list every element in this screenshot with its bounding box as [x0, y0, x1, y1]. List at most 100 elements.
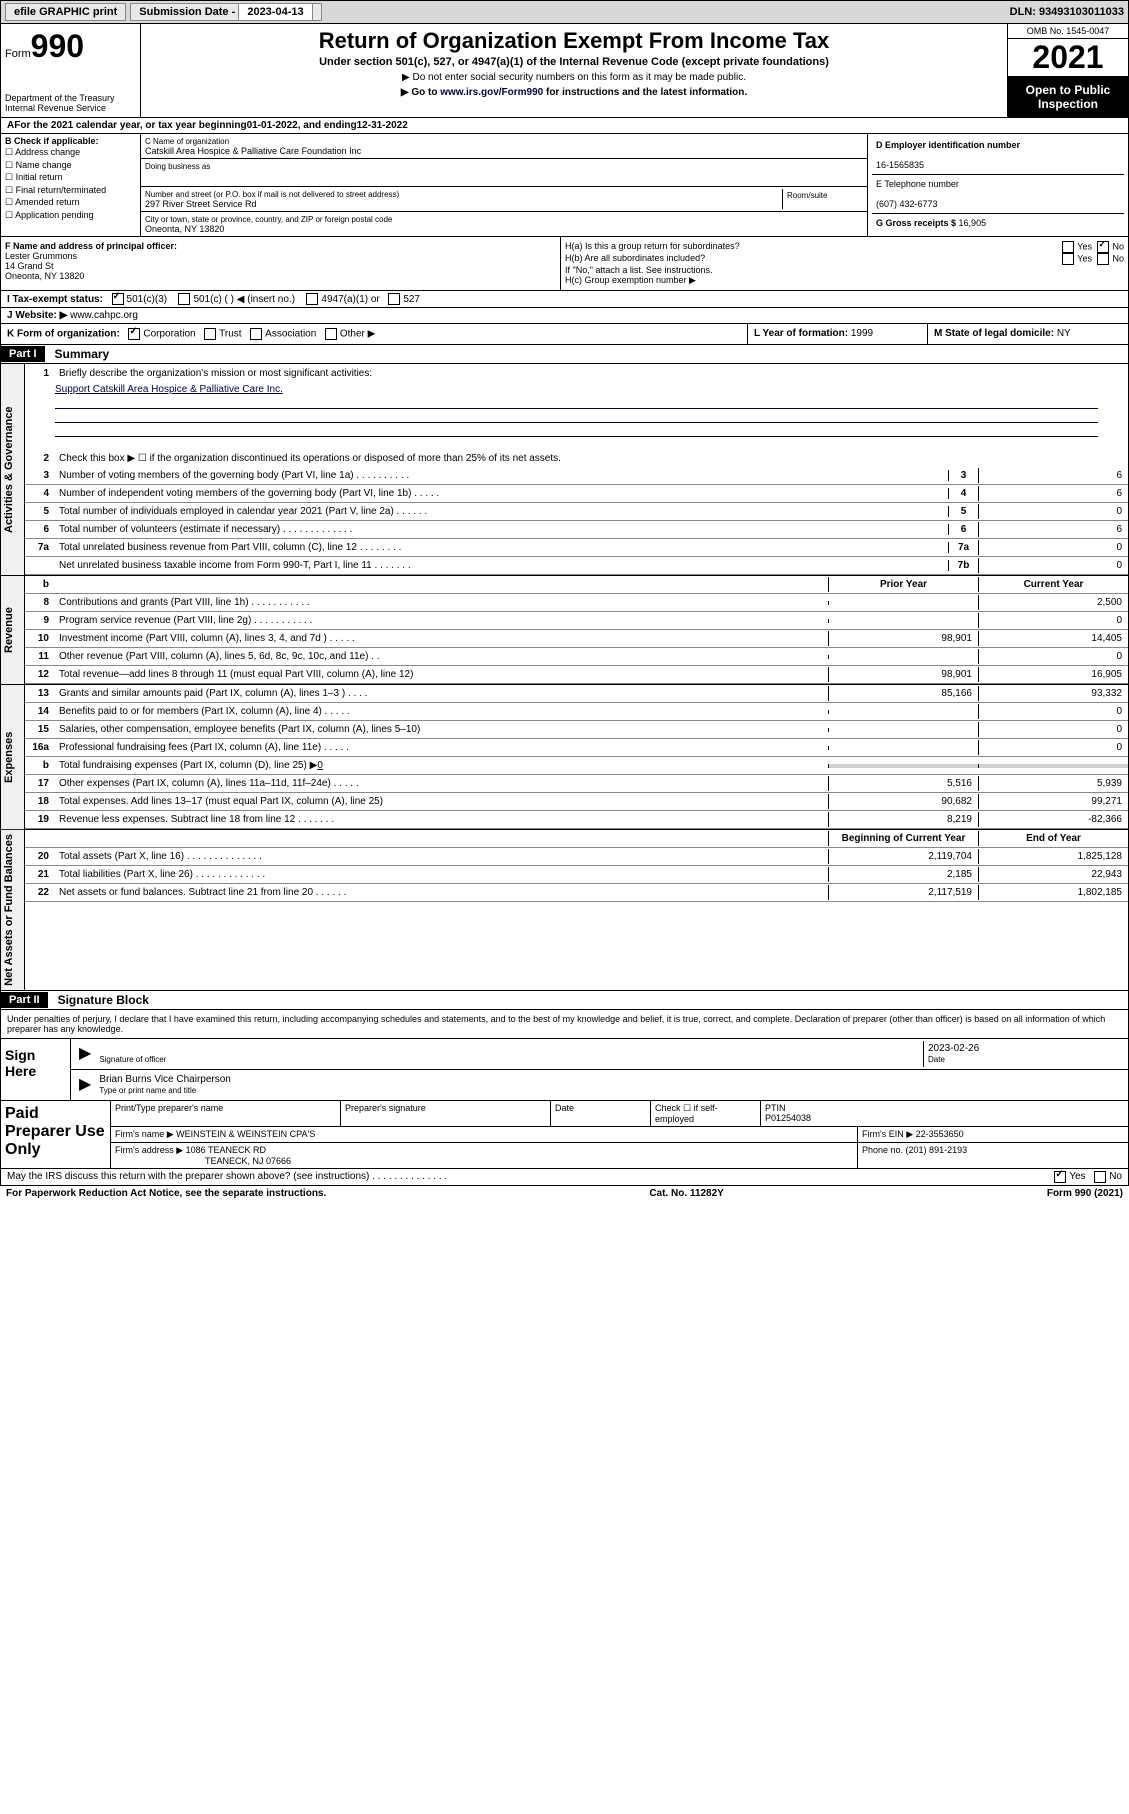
city-state-zip: Oneonta, NY 13820 — [145, 224, 224, 234]
c14: 0 — [978, 704, 1128, 719]
discuss-yes[interactable] — [1054, 1171, 1066, 1183]
page-footer: For Paperwork Reduction Act Notice, see … — [0, 1186, 1129, 1201]
officer-signature-name: Brian Burns Vice Chairperson — [99, 1074, 231, 1085]
c12: 16,905 — [978, 667, 1128, 682]
c15: 0 — [978, 722, 1128, 737]
chk-corp[interactable] — [128, 328, 140, 340]
e22: 1,802,185 — [978, 885, 1128, 900]
irs-link[interactable]: www.irs.gov/Form990 — [440, 87, 543, 98]
tab-expenses: Expenses — [1, 685, 25, 829]
val-7a: 0 — [978, 540, 1128, 555]
omb-number: OMB No. 1545-0047 — [1008, 24, 1128, 39]
arrow-icon: ▶ — [75, 1041, 95, 1067]
p17: 5,516 — [828, 776, 978, 791]
firm-phone: (201) 891-2193 — [906, 1145, 968, 1155]
hb-no[interactable] — [1097, 253, 1109, 265]
section-b: B Check if applicable: ☐ Address change … — [1, 134, 141, 236]
hb-yes[interactable] — [1062, 253, 1074, 265]
firm-ein: 22-3553650 — [916, 1129, 964, 1139]
pra-notice: For Paperwork Reduction Act Notice, see … — [6, 1188, 326, 1199]
officer-addr1: 14 Grand St — [5, 261, 54, 271]
signature-block: Under penalties of perjury, I declare th… — [0, 1010, 1129, 1101]
tax-year-line: A For the 2021 calendar year, or tax yea… — [0, 118, 1129, 134]
form-title: Return of Organization Exempt From Incom… — [149, 28, 999, 54]
firm-addr1: 1086 TEANECK RD — [186, 1145, 266, 1155]
dln: DLN: 93493103011033 — [1010, 6, 1124, 18]
c16b — [978, 764, 1128, 768]
tab-activities: Activities & Governance — [1, 364, 25, 575]
ha-yes[interactable] — [1062, 241, 1074, 253]
p16a — [828, 746, 978, 750]
chk-other[interactable] — [325, 328, 337, 340]
chk-501c3[interactable] — [112, 293, 124, 305]
gross-receipts: 16,905 — [959, 218, 987, 228]
firm-addr2: TEANECK, NJ 07666 — [205, 1156, 291, 1166]
c16a: 0 — [978, 740, 1128, 755]
p19: 8,219 — [828, 812, 978, 827]
mission-link[interactable]: Support Catskill Area Hospice & Palliati… — [55, 384, 283, 395]
chk-assoc[interactable] — [250, 328, 262, 340]
firm-name: WEINSTEIN & WEINSTEIN CPA'S — [176, 1129, 315, 1139]
c9: 0 — [978, 613, 1128, 628]
c18: 99,271 — [978, 794, 1128, 809]
section-b-c-d: B Check if applicable: ☐ Address change … — [0, 134, 1129, 237]
part2-header: Part IISignature Block — [0, 991, 1129, 1010]
ein: 16-1565835 — [876, 160, 924, 170]
expenses: Expenses 13Grants and similar amounts pa… — [0, 685, 1129, 830]
chk-amended[interactable]: ☐ Amended return — [5, 196, 136, 209]
discuss-with-preparer: May the IRS discuss this return with the… — [0, 1169, 1129, 1186]
chk-501c[interactable] — [178, 293, 190, 305]
p10: 98,901 — [828, 631, 978, 646]
revenue: Revenue bPrior YearCurrent Year 8Contrib… — [0, 576, 1129, 685]
part1-header: Part ISummary — [0, 345, 1129, 364]
b21: 2,185 — [828, 867, 978, 882]
paid-preparer-label: Paid Preparer Use Only — [1, 1101, 111, 1168]
instructions-link: ▶ Go to www.irs.gov/Form990 for instruct… — [149, 87, 999, 98]
chk-initial-return[interactable]: ☐ Initial return — [5, 171, 136, 184]
ptin: P01254038 — [765, 1113, 811, 1123]
e20: 1,825,128 — [978, 849, 1128, 864]
form-number: Form990 — [5, 28, 136, 65]
cat-no: Cat. No. 11282Y — [649, 1188, 723, 1199]
chk-name-change[interactable]: ☐ Name change — [5, 159, 136, 172]
c11: 0 — [978, 649, 1128, 664]
c8: 2,500 — [978, 595, 1128, 610]
section-c: C Name of organizationCatskill Area Hosp… — [141, 134, 868, 236]
chk-address-change[interactable]: ☐ Address change — [5, 146, 136, 159]
ssn-warning: ▶ Do not enter social security numbers o… — [149, 72, 999, 83]
paid-preparer: Paid Preparer Use Only Print/Type prepar… — [0, 1101, 1129, 1169]
org-name: Catskill Area Hospice & Palliative Care … — [145, 146, 361, 156]
chk-final-return[interactable]: ☐ Final return/terminated — [5, 184, 136, 197]
b20: 2,119,704 — [828, 849, 978, 864]
c17: 5,939 — [978, 776, 1128, 791]
p16b — [828, 764, 978, 768]
chk-app-pending[interactable]: ☐ Application pending — [5, 209, 136, 222]
p8 — [828, 601, 978, 605]
sig-date: 2023-02-26 — [928, 1043, 979, 1054]
p13: 85,166 — [828, 686, 978, 701]
tax-year: 2021 — [1008, 39, 1128, 77]
sign-here-label: Sign Here — [1, 1039, 71, 1100]
activities-governance: Activities & Governance 1Briefly describ… — [0, 364, 1129, 576]
c10: 14,405 — [978, 631, 1128, 646]
dept-treasury: Department of the TreasuryInternal Reven… — [5, 93, 136, 113]
arrow-icon: ▶ — [75, 1072, 95, 1098]
submission-date-label: Submission Date - 2023-04-13 — [130, 3, 321, 21]
b22: 2,117,519 — [828, 885, 978, 900]
ha-no[interactable] — [1097, 241, 1109, 253]
efile-print-button[interactable]: efile GRAPHIC print — [5, 3, 126, 21]
p11 — [828, 655, 978, 659]
discuss-no[interactable] — [1094, 1171, 1106, 1183]
p9 — [828, 619, 978, 623]
chk-trust[interactable] — [204, 328, 216, 340]
chk-527[interactable] — [388, 293, 400, 305]
tab-netassets: Net Assets or Fund Balances — [1, 830, 25, 990]
open-public: Open to Public Inspection — [1008, 77, 1128, 117]
e21: 22,943 — [978, 867, 1128, 882]
val-4: 6 — [978, 486, 1128, 501]
p15 — [828, 728, 978, 732]
officer-name: Lester Grummons — [5, 251, 77, 261]
tab-revenue: Revenue — [1, 576, 25, 684]
section-i-j: I Tax-exempt status: 501(c)(3) 501(c) ( … — [0, 291, 1129, 324]
chk-4947[interactable] — [306, 293, 318, 305]
